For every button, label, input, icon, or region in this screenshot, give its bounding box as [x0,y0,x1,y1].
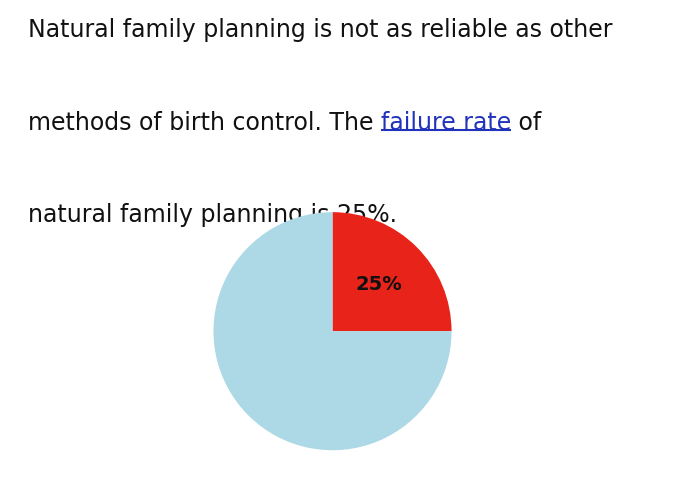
Text: failure rate: failure rate [381,110,511,134]
Text: Natural family planning is not as reliable as other: Natural family planning is not as reliab… [28,18,612,42]
Text: of: of [511,110,542,134]
Text: methods of birth control. The: methods of birth control. The [28,110,381,134]
Text: 25%: 25% [356,276,402,294]
Text: natural family planning is 25%.: natural family planning is 25%. [28,203,397,227]
Wedge shape [332,212,452,331]
Wedge shape [214,212,452,450]
